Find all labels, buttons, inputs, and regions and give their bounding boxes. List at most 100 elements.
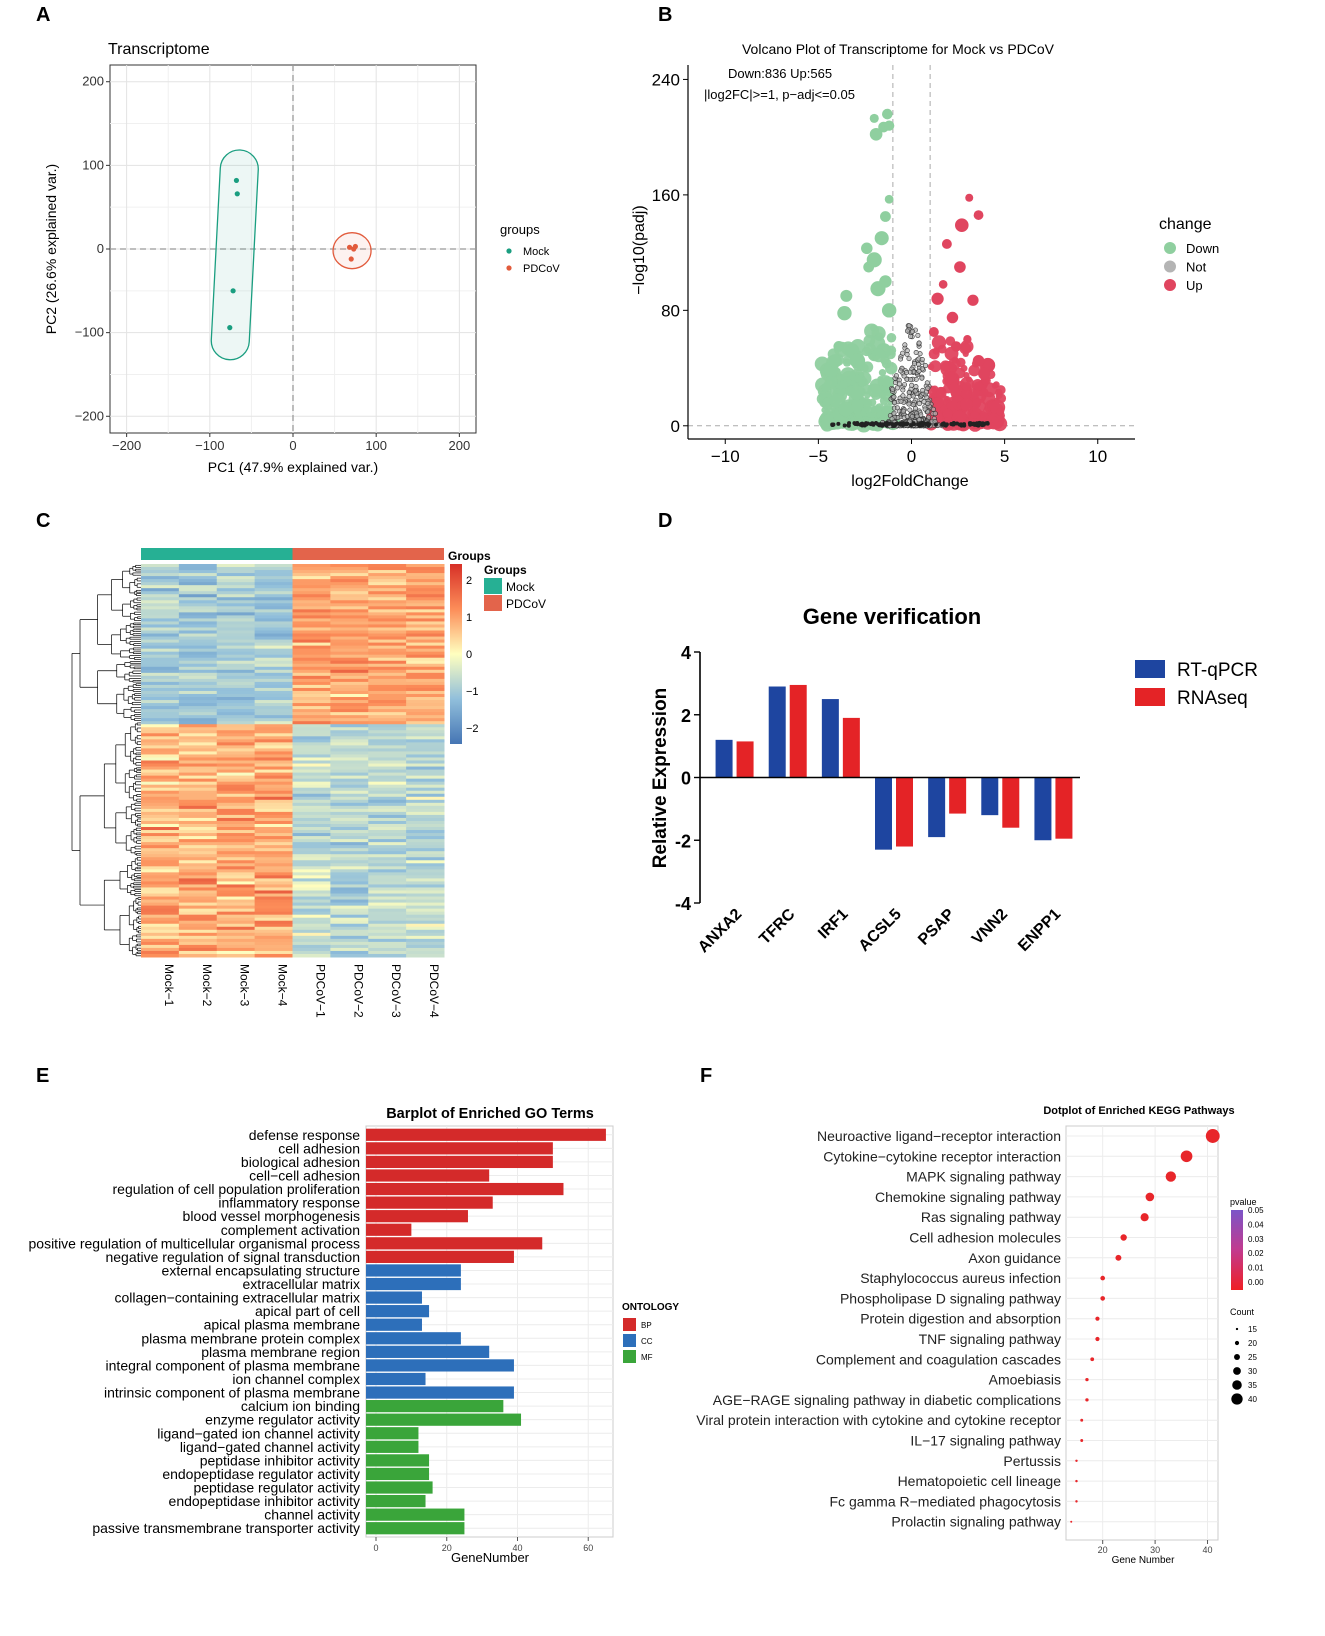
heatmap-cell: [368, 760, 407, 765]
heatmap-cell: [292, 600, 331, 604]
volcano-point-not: [909, 413, 915, 419]
heatmap-cell: [330, 769, 369, 774]
go-bar-mf: [366, 1400, 504, 1413]
volcano-y-tick-label: 240: [652, 70, 680, 89]
heatmap-cell: [292, 926, 331, 931]
heatmap-cell: [141, 772, 180, 777]
heatmap-cell: [330, 787, 369, 792]
heatmap-cell: [216, 748, 256, 752]
heatmap-cell: [292, 863, 331, 867]
kegg-dot: [1140, 1213, 1149, 1222]
heatmap-cell: [368, 872, 407, 876]
heatmap-cell: [292, 739, 331, 743]
heatmap-cell: [178, 863, 218, 867]
heatmap-cell: [406, 908, 445, 913]
heatmap-cell: [178, 724, 218, 728]
pca-point-pdcov: [346, 244, 353, 250]
heatmap-cell: [292, 905, 331, 910]
heatmap-cell: [292, 893, 331, 898]
heatmap-cell: [254, 678, 293, 683]
heatmap-cell: [141, 730, 180, 734]
heatmap-cell: [368, 953, 407, 958]
heatmap-cell: [292, 612, 331, 616]
go-bar-cc: [366, 1372, 426, 1386]
heatmap-cell: [330, 830, 369, 834]
heatmap-cell: [178, 684, 218, 689]
heatmap-cell: [368, 784, 407, 789]
heatmap-cell: [254, 700, 293, 704]
heatmap-cell: [406, 932, 445, 937]
heatmap-cell: [330, 585, 369, 589]
heatmap-cell: [330, 896, 369, 901]
heatmap-cell: [216, 932, 256, 937]
heatmap-cell: [254, 687, 293, 692]
heatmap-cell: [292, 911, 331, 916]
heatmap-cell: [292, 823, 331, 828]
volcano-point-not: [924, 380, 930, 386]
heatmap-cell: [292, 781, 331, 786]
heatmap-cell: [368, 929, 407, 934]
volcano-point-not-baseline: [836, 421, 841, 426]
kegg-pathway-label: Complement and coagulation cascades: [816, 1351, 1061, 1367]
pca-x-tick-label: 200: [449, 438, 471, 453]
volcano-point-up: [963, 372, 970, 379]
heatmap-cell: [368, 905, 407, 910]
heatmap-cell: [141, 663, 180, 668]
heatmap-cell: [141, 700, 180, 704]
heatmap-cell: [216, 591, 256, 595]
heatmap-cell: [406, 814, 445, 819]
heatmap-cell: [254, 654, 293, 659]
volcano-point-down: [828, 354, 842, 368]
heatmap-cell: [368, 654, 407, 659]
heatmap-cell: [368, 863, 407, 867]
heatmap-cell: [292, 869, 331, 873]
heatmap-cell: [216, 778, 256, 783]
heatmap-cell: [330, 624, 369, 628]
heatmap-cell: [292, 591, 331, 595]
heatmap-cell: [216, 690, 256, 695]
heatmap-cell: [141, 881, 180, 885]
heatmap-cell: [406, 920, 445, 925]
volcano-point-not: [891, 394, 897, 400]
heatmap-cell: [330, 627, 369, 632]
heatmap-cell: [292, 690, 331, 695]
heatmap-cell: [254, 645, 293, 650]
heatmap-cell: [330, 727, 369, 731]
heatmap-cell: [368, 612, 407, 616]
heatmap-cell: [368, 842, 407, 846]
heatmap-cell: [330, 684, 369, 689]
volcano-point-down-top: [884, 194, 894, 204]
volcano-point-up: [971, 398, 986, 414]
heatmap-cell: [216, 911, 256, 916]
heatmap-cell: [254, 663, 293, 668]
volcano-point-up: [956, 357, 966, 368]
heatmap-cell: [406, 597, 445, 601]
bar-anxa2-rt-qpcr: [715, 739, 733, 778]
heatmap-cell: [330, 657, 369, 662]
heatmap-cell: [141, 769, 180, 774]
heatmap-cell: [178, 666, 218, 671]
heatmap-cell: [216, 684, 256, 689]
heatmap-cell: [178, 721, 218, 725]
heatmap-cell: [368, 911, 407, 916]
volcano-point-down-top: [869, 113, 879, 123]
heatmap-cell: [141, 570, 180, 574]
volcano-point-down: [860, 410, 867, 417]
heatmap-cell: [178, 854, 218, 858]
heatmap-cell: [254, 594, 293, 598]
heatmap-cell: [292, 645, 331, 650]
heatmap-cell: [216, 579, 256, 583]
heatmap-cell: [141, 633, 180, 638]
heatmap-cell: [368, 890, 407, 895]
go-title: Barplot of Enriched GO Terms: [386, 1106, 594, 1122]
heatmap-cell: [141, 796, 180, 801]
volcano-point-not: [923, 363, 929, 369]
heatmap-cell: [141, 630, 180, 635]
heatmap-cell: [330, 630, 369, 635]
volcano-point-down-top: [869, 127, 883, 141]
heatmap-cell: [141, 808, 180, 813]
heatmap-cell: [330, 763, 369, 768]
heatmap-cell: [330, 576, 369, 580]
go-term-label: negative regulation of signal transducti…: [105, 1249, 360, 1265]
heatmap-cell: [406, 941, 445, 946]
